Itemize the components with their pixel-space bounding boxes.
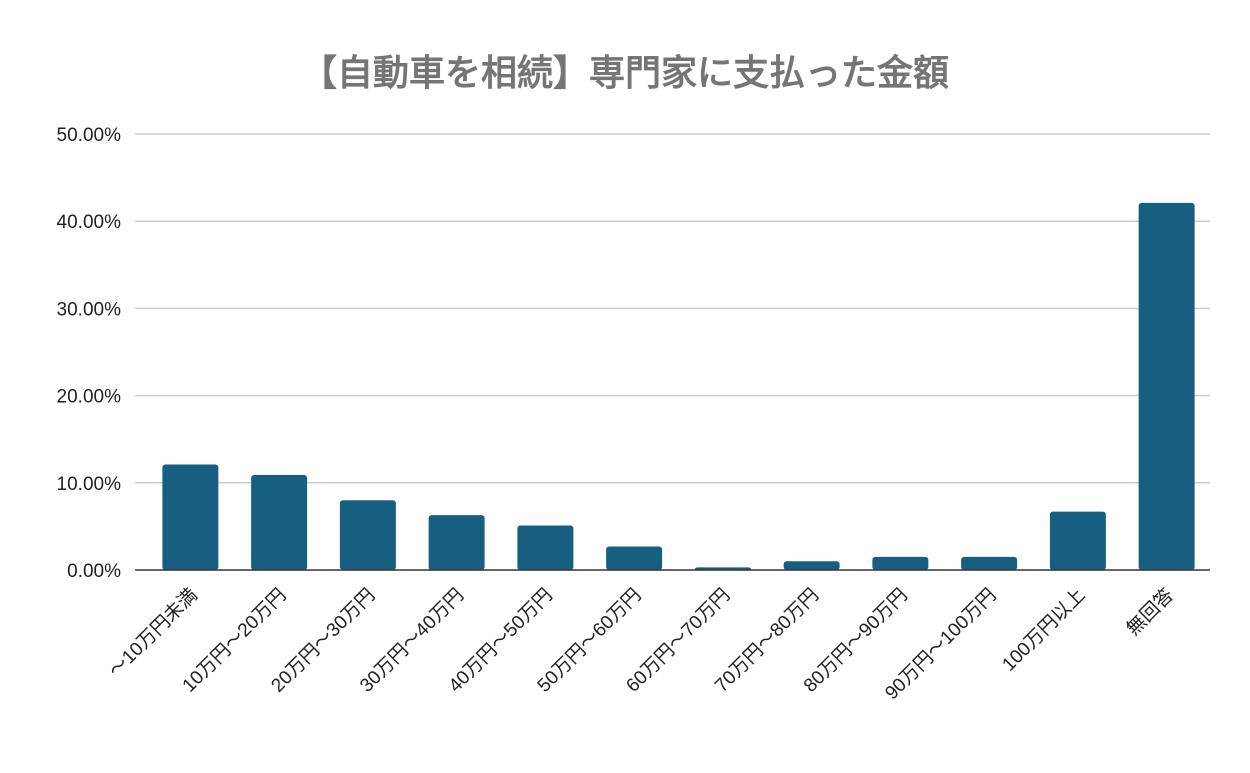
x-tick-label: 100万円以上: [998, 584, 1090, 676]
bar: [428, 515, 485, 570]
bar: [783, 561, 840, 570]
y-tick-label: 0.00%: [67, 561, 121, 582]
y-tick-label: 40.00%: [57, 212, 122, 233]
y-tick-label: 20.00%: [57, 387, 122, 408]
x-tick-label: ～10万円未満: [104, 584, 202, 682]
bar: [251, 474, 308, 570]
y-tick-label: 10.00%: [57, 474, 122, 495]
bar: [162, 464, 219, 570]
y-tick-label: 50.00%: [57, 125, 122, 146]
bar: [1138, 202, 1195, 570]
y-tick-label: 30.00%: [57, 299, 122, 320]
bar: [961, 556, 1018, 570]
bar: [1049, 511, 1106, 570]
x-tick-label: 無回答: [1122, 584, 1178, 640]
bar: [872, 556, 929, 570]
chart-title: 【自動車を相続】専門家に支払った金額: [300, 53, 949, 94]
bar: [339, 500, 396, 570]
bar: [517, 525, 574, 570]
bar: [606, 546, 663, 570]
